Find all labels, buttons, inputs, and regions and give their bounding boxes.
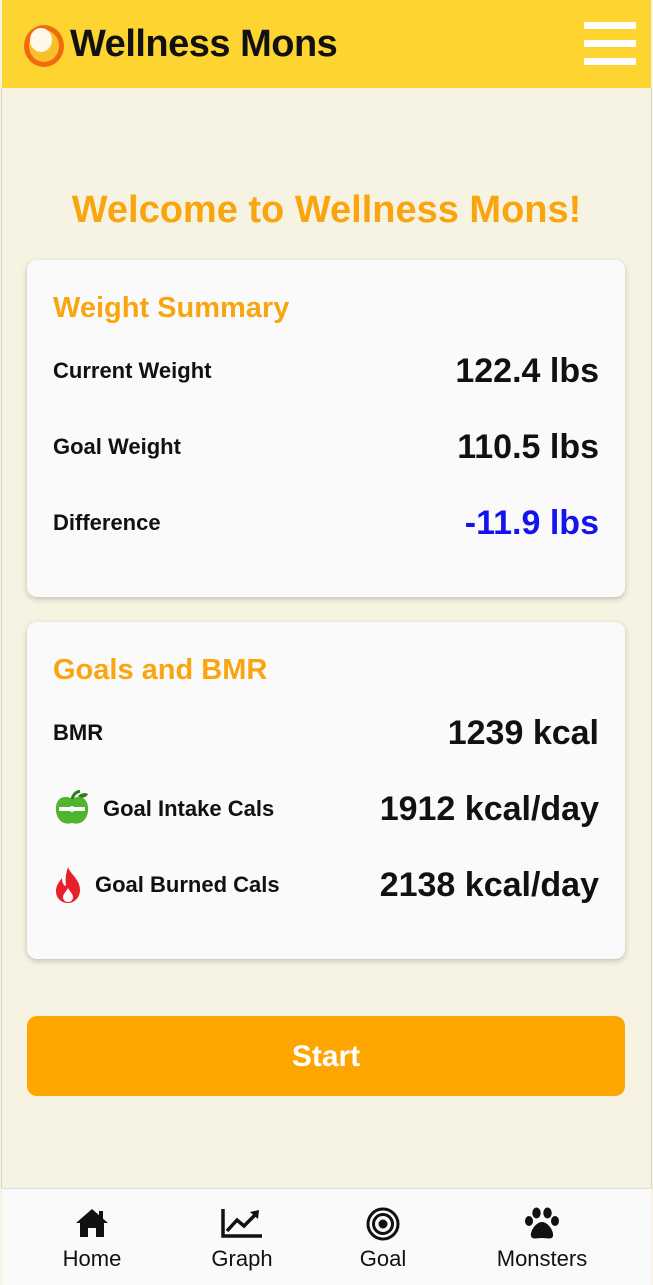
bmr-label: BMR [53, 720, 104, 745]
left-edge [1, 88, 2, 1188]
goal-intake-label: Goal Intake Cals [103, 796, 275, 821]
fire-icon [56, 867, 80, 903]
app-header: Wellness Mons [2, 0, 651, 88]
goal-burned-row: Goal Burned Cals 2138 kcal/day [53, 860, 599, 910]
goals-bmr-card: Goals and BMR BMR 1239 kcal Goal Intake … [27, 622, 625, 959]
bmr-value: 1239 kcal [447, 714, 599, 752]
orange-egg-logo-icon [24, 25, 64, 67]
goal-burned-label-wrap: Goal Burned Cals [53, 860, 280, 910]
target-icon [366, 1207, 400, 1241]
welcome-title: Welcome to Wellness Mons! [71, 189, 582, 231]
apple-icon [55, 790, 89, 824]
right-edge [651, 88, 652, 1188]
goal-burned-label: Goal Burned Cals [95, 872, 280, 897]
nav-home-label: Home [62, 1246, 122, 1271]
nav-graph-label: Graph [211, 1246, 273, 1271]
nav-monsters[interactable]: Monsters [482, 1189, 602, 1285]
nav-monsters-label: Monsters [496, 1246, 588, 1271]
app-title: Wellness Mons [70, 23, 338, 65]
nav-goal[interactable]: Goal [333, 1189, 433, 1285]
goal-intake-value: 1912 kcal/day [379, 790, 599, 828]
bottom-nav: Home Graph Goal Monsters [2, 1188, 651, 1285]
goal-weight-value: 110.5 lbs [457, 428, 599, 466]
goal-intake-label-wrap: Goal Intake Cals [53, 784, 274, 834]
difference-label: Difference [53, 510, 161, 535]
paw-icon [525, 1207, 559, 1239]
goal-weight-label: Goal Weight [53, 434, 181, 459]
current-weight-label: Current Weight [53, 358, 212, 383]
goal-burned-value: 2138 kcal/day [379, 866, 599, 904]
goal-weight-row: Goal Weight 110.5 lbs [53, 422, 599, 472]
graph-icon [221, 1209, 262, 1238]
start-button[interactable]: Start [27, 1016, 625, 1096]
goals-bmr-title: Goals and BMR [53, 654, 268, 686]
nav-goal-label: Goal [359, 1246, 407, 1271]
current-weight-value: 122.4 lbs [455, 352, 599, 390]
difference-row: Difference -11.9 lbs [53, 498, 599, 548]
weight-summary-title: Weight Summary [53, 292, 290, 324]
goal-intake-row: Goal Intake Cals 1912 kcal/day [53, 784, 599, 834]
bmr-row: BMR 1239 kcal [53, 708, 599, 758]
weight-summary-card: Weight Summary Current Weight 122.4 lbs … [27, 260, 625, 597]
nav-graph[interactable]: Graph [192, 1189, 292, 1285]
nav-home[interactable]: Home [42, 1189, 142, 1285]
difference-value: -11.9 lbs [464, 504, 599, 542]
home-icon [76, 1209, 108, 1237]
hamburger-menu-icon[interactable] [584, 20, 638, 66]
current-weight-row: Current Weight 122.4 lbs [53, 346, 599, 396]
